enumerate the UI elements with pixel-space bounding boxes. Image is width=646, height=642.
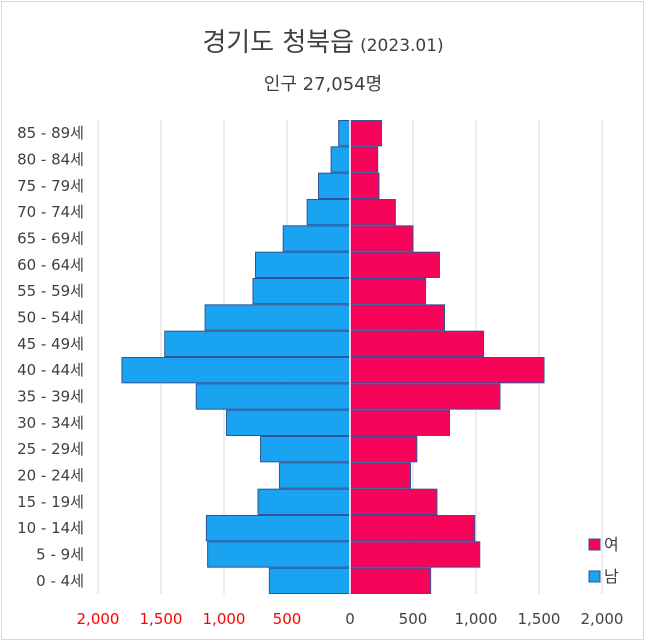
bar-female bbox=[349, 383, 501, 410]
bar-female bbox=[349, 462, 411, 489]
x-tick-label: 1,500 bbox=[518, 610, 561, 628]
category-label: 45 - 49세 bbox=[17, 335, 84, 353]
category-label: 0 - 4세 bbox=[36, 572, 84, 590]
bar-female bbox=[349, 357, 545, 384]
bar-female bbox=[349, 146, 379, 173]
legend-swatch bbox=[588, 570, 601, 583]
category-label: 70 - 74세 bbox=[17, 203, 84, 221]
bar-male bbox=[207, 541, 351, 568]
x-tick-label: 500 bbox=[273, 610, 302, 628]
bar-female bbox=[349, 436, 418, 463]
bar-male bbox=[257, 488, 351, 515]
x-tick-label: 500 bbox=[399, 610, 428, 628]
legend-swatch bbox=[588, 538, 601, 551]
bar-male bbox=[330, 146, 351, 173]
x-tick-label: 2,000 bbox=[581, 610, 624, 628]
legend: 여남 bbox=[588, 535, 619, 586]
chart-title: 경기도 청북읍 (2023.01) bbox=[0, 22, 646, 59]
bar-male bbox=[226, 409, 351, 436]
bar-male bbox=[268, 567, 351, 595]
category-label: 55 - 59세 bbox=[17, 282, 84, 300]
bar-female bbox=[349, 567, 432, 595]
bar-male bbox=[204, 304, 351, 331]
bar-male bbox=[306, 199, 351, 226]
bar-male bbox=[255, 251, 351, 279]
category-label: 25 - 29세 bbox=[17, 440, 84, 458]
chart-subtitle: 인구 27,054명 bbox=[263, 74, 383, 95]
bar-female bbox=[349, 330, 485, 357]
category-label: 60 - 64세 bbox=[17, 256, 84, 274]
title-main: 경기도 청북읍 bbox=[202, 28, 355, 58]
x-tick-label: 1,500 bbox=[140, 610, 183, 628]
legend-label: 남 bbox=[604, 567, 619, 586]
bar-male bbox=[252, 278, 351, 305]
bar-female bbox=[349, 488, 438, 515]
category-label: 65 - 69세 bbox=[17, 230, 84, 248]
bar-female bbox=[349, 515, 476, 542]
bar-male bbox=[121, 357, 351, 384]
title-date: (2023.01) bbox=[360, 36, 444, 56]
bar-female bbox=[349, 541, 481, 568]
bar-male bbox=[205, 515, 351, 542]
x-tick-label: 1,000 bbox=[455, 610, 498, 628]
bar-female bbox=[349, 278, 427, 305]
category-label: 50 - 54세 bbox=[17, 309, 84, 327]
bar-female bbox=[349, 251, 440, 279]
bar-male bbox=[164, 330, 351, 357]
category-label: 40 - 44세 bbox=[17, 361, 84, 379]
category-label: 35 - 39세 bbox=[17, 388, 84, 406]
category-label: 15 - 19세 bbox=[17, 493, 84, 511]
bar-male bbox=[282, 225, 351, 252]
bar-male bbox=[278, 462, 351, 489]
category-labels: 0 - 4세 5 - 9세 10 - 14세 15 - 19세 20 - 24세 25 -… bbox=[17, 124, 84, 590]
legend-label: 여 bbox=[604, 535, 619, 554]
category-label: 30 - 34세 bbox=[17, 414, 84, 432]
x-tick-labels: 2,000 1,500 1,000 500 0 500 1,000 1,500 2,000 bbox=[77, 610, 624, 628]
x-tick-label: 0 bbox=[345, 610, 355, 628]
bar-female bbox=[349, 409, 451, 436]
category-label: 5 - 9세 bbox=[36, 546, 84, 564]
x-tick-label: 1,000 bbox=[203, 610, 246, 628]
bar-female bbox=[349, 120, 382, 147]
bar-female bbox=[349, 304, 445, 331]
bar-female bbox=[349, 225, 414, 252]
bar-female bbox=[349, 199, 396, 226]
bar-male bbox=[338, 120, 351, 147]
category-label: 10 - 14세 bbox=[17, 519, 84, 537]
category-label: 85 - 89세 bbox=[17, 124, 84, 142]
bar-layer bbox=[121, 120, 545, 595]
x-tick-label: 2,000 bbox=[77, 610, 120, 628]
bar-female bbox=[349, 172, 380, 200]
category-label: 80 - 84세 bbox=[17, 151, 84, 169]
bar-male bbox=[260, 436, 351, 463]
category-label: 75 - 79세 bbox=[17, 177, 84, 195]
category-label: 20 - 24세 bbox=[17, 467, 84, 485]
bar-male bbox=[195, 383, 351, 410]
bar-male bbox=[318, 172, 351, 200]
